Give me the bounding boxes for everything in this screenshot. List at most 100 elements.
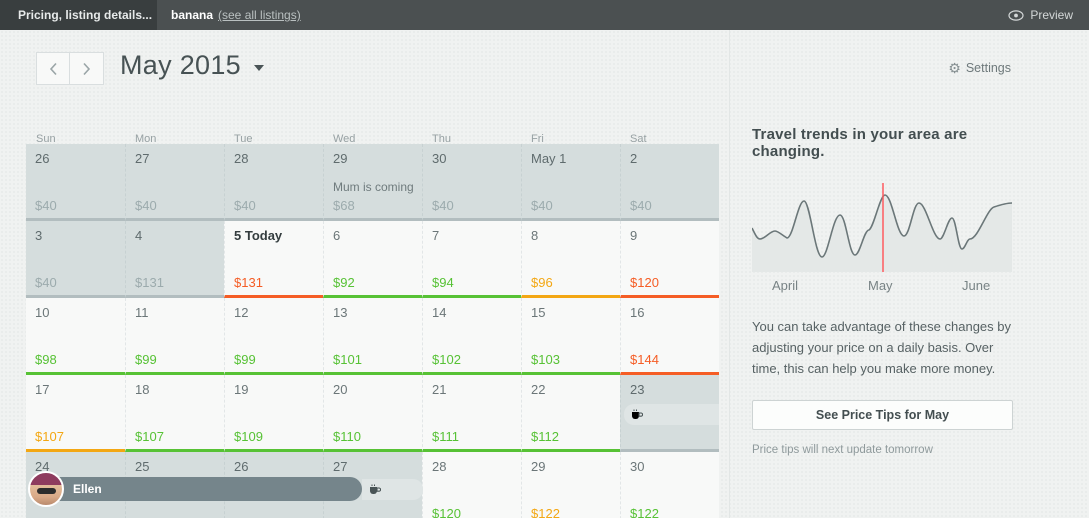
cell-date: 23 — [630, 382, 645, 397]
settings-label: Settings — [965, 61, 1011, 75]
guest-avatar — [28, 471, 64, 507]
cell-date: 25 — [135, 459, 150, 474]
calendar-cell[interactable]: 10 $98 — [26, 298, 125, 375]
cell-price: $131 — [135, 275, 164, 290]
cell-date: 11 — [135, 305, 149, 320]
listing-switcher: banana (see all listings) — [171, 8, 301, 22]
cell-price: $40 — [35, 198, 57, 213]
calendar-cell[interactable]: 3 $40 — [26, 221, 125, 298]
see-price-tips-button[interactable]: See Price Tips for May — [752, 400, 1013, 431]
calendar-cell[interactable]: 22 $112 — [521, 375, 620, 452]
calendar-cell[interactable]: 27 $40 — [125, 144, 224, 221]
preparation-time-bar[interactable] — [624, 404, 719, 425]
month-selector[interactable]: May 2015 — [120, 50, 264, 81]
price-tips-panel: Travel trends in your area are changing.… — [752, 126, 1013, 456]
cell-price: $120 — [630, 275, 659, 290]
calendar-cell[interactable]: 14 $102 — [422, 298, 521, 375]
calendar-cell[interactable]: 28 $40 — [224, 144, 323, 221]
calendar-cell[interactable]: 17 $107 — [26, 375, 125, 452]
calendar-cell[interactable]: 8 $96 — [521, 221, 620, 298]
calendar-cell[interactable]: 30 $40 — [422, 144, 521, 221]
cell-date: 5 Today — [234, 228, 283, 243]
calendar-cell[interactable]: 4 $131 — [125, 221, 224, 298]
cell-note: Mum is coming — [333, 180, 414, 194]
cell-price: $120 — [432, 506, 461, 518]
divider — [729, 30, 730, 518]
calendar-cell[interactable]: 5 Today $131 — [224, 221, 323, 298]
cell-price: $96 — [531, 275, 553, 290]
calendar-grid: 26 $40 27 $40 28 $40 29 Mum is coming $68 30 $40 Ma… — [26, 144, 719, 518]
cell-date: 18 — [135, 382, 150, 397]
prev-month-button[interactable] — [36, 52, 70, 85]
preparation-time-bar[interactable] — [362, 479, 423, 500]
weekday-label: Fri — [531, 133, 544, 145]
calendar-cell[interactable]: 13 $101 — [323, 298, 422, 375]
cell-date: 13 — [333, 305, 348, 320]
cell-price: $40 — [135, 198, 157, 213]
eye-icon — [1008, 9, 1024, 21]
cell-price: $111 — [432, 429, 459, 444]
cell-date: 24 — [35, 459, 50, 474]
calendar-cell[interactable]: 6 $92 — [323, 221, 422, 298]
pricing-tab[interactable]: Pricing, listing details... — [0, 0, 157, 30]
cell-price: $94 — [432, 275, 454, 290]
weekday-label: Thu — [432, 133, 451, 145]
cell-price: $109 — [234, 429, 263, 444]
calendar-cell[interactable]: 2 $40 — [620, 144, 719, 221]
calendar-cell[interactable]: 21 $111 — [422, 375, 521, 452]
reservation-bar-ellen[interactable]: Ellen — [28, 471, 362, 507]
cell-date: 9 — [630, 228, 638, 243]
cell-date: 28 — [234, 151, 249, 166]
cell-date: 26 — [35, 151, 50, 166]
cell-price: $40 — [630, 198, 652, 213]
top-bar: Pricing, listing details... banana (see … — [0, 0, 1089, 30]
calendar-cell[interactable]: 11 $99 — [125, 298, 224, 375]
cell-date: 7 — [432, 228, 440, 243]
listing-name: banana — [171, 8, 214, 22]
cell-date: 20 — [333, 382, 348, 397]
month-navigation — [36, 52, 104, 85]
calendar-cell[interactable]: 9 $120 — [620, 221, 719, 298]
weekday-header: Sun Mon Tue Wed Thu Fri Sat — [26, 133, 719, 145]
calendar-cell[interactable]: 7 $94 — [422, 221, 521, 298]
cell-price: $101 — [333, 352, 362, 367]
cell-date: 2 — [630, 151, 638, 166]
cell-price: $99 — [234, 352, 256, 367]
chart-axis-labels: April May June — [752, 278, 1013, 294]
calendar-cell[interactable]: May 1 $40 — [521, 144, 620, 221]
calendar-cell[interactable]: 12 $99 — [224, 298, 323, 375]
settings-button[interactable]: ⚙ Settings — [948, 61, 1011, 75]
cell-price: $40 — [432, 198, 454, 213]
calendar-cell[interactable]: 30 $122 — [620, 452, 719, 518]
cell-price: $131 — [234, 275, 263, 290]
travel-trends-chart — [752, 182, 1013, 274]
cell-date: May 1 — [531, 151, 567, 166]
calendar-cell[interactable]: 19 $109 — [224, 375, 323, 452]
calendar-cell[interactable]: 18 $107 — [125, 375, 224, 452]
cell-price: $110 — [333, 429, 361, 444]
cell-price: $92 — [333, 275, 355, 290]
panel-heading: Travel trends in your area are changing. — [752, 126, 968, 160]
calendar-cell[interactable]: 16 $144 — [620, 298, 719, 375]
calendar-cell[interactable]: 20 $110 — [323, 375, 422, 452]
preview-label: Preview — [1030, 8, 1073, 22]
next-month-button[interactable] — [70, 52, 104, 85]
panel-footnote: Price tips will next update tomorrow — [752, 444, 933, 457]
cell-date: 29 — [333, 151, 348, 166]
cell-date: 8 — [531, 228, 539, 243]
preview-button[interactable]: Preview — [1008, 8, 1073, 22]
see-all-listings-link[interactable]: (see all listings) — [218, 8, 301, 22]
calendar-cell[interactable]: 28 $120 — [422, 452, 521, 518]
axis-label-april: April — [772, 278, 799, 293]
cell-date: 19 — [234, 382, 249, 397]
calendar-cell[interactable]: 29 Mum is coming $68 — [323, 144, 422, 221]
main-area: May 2015 ⚙ Settings Sun Mon Tue Wed Thu … — [0, 30, 1089, 518]
cell-price: $122 — [531, 506, 560, 518]
calendar-cell[interactable]: 26 $40 — [26, 144, 125, 221]
cell-date: 17 — [35, 382, 50, 397]
calendar-cell[interactable]: 15 $103 — [521, 298, 620, 375]
cell-date: 12 — [234, 305, 249, 320]
calendar-cell[interactable]: 29 $122 — [521, 452, 620, 518]
cell-price: $107 — [35, 429, 64, 444]
cell-date: 26 — [234, 459, 249, 474]
